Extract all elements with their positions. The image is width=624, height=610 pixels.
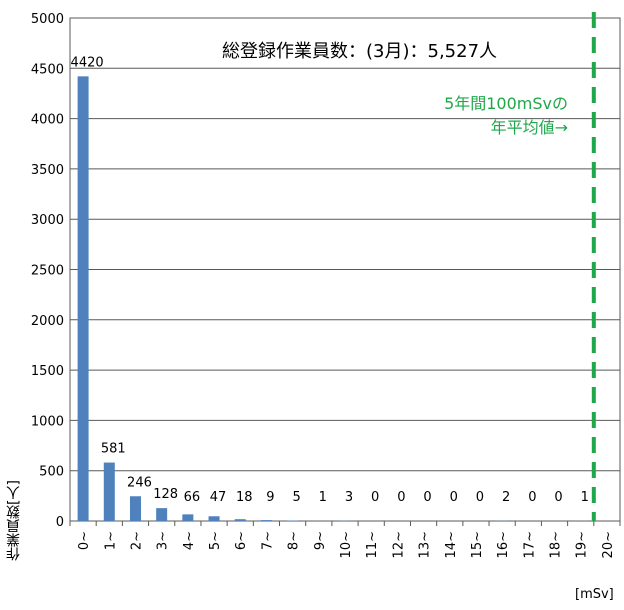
y-tick-label: 4000 [31,113,64,128]
average-line-annotation: 5年間100mSvの 年平均値→ [444,92,568,140]
y-tick-label: 3000 [31,213,64,228]
x-tick-label: 13~ [418,531,433,558]
x-tick-label: 15~ [470,531,485,558]
x-tick-label: 10~ [339,531,354,558]
data-label: 47 [210,490,227,505]
x-tick-label: 5~ [208,531,223,550]
x-tick-label: 6~ [234,531,249,550]
data-label: 246 [127,475,152,490]
data-label: 5 [292,490,300,505]
data-label: 0 [554,490,562,505]
data-label: 18 [236,490,253,505]
bar [260,520,272,521]
x-tick-label: 20~ [601,531,616,558]
total-workers-annotation: 総登録作業員数：(3月)：5,527人 [222,41,498,62]
bar [287,520,299,521]
bar [182,514,194,521]
bar [156,508,168,521]
data-label: 3 [345,490,353,505]
data-label: 128 [153,487,178,502]
average-line-label-line2: 年平均値→ [490,118,568,137]
data-label: 0 [476,490,484,505]
data-label: 0 [528,490,536,505]
x-tick-label: 11~ [365,531,380,558]
x-tick-label: 7~ [260,531,275,550]
y-tick-label: 1500 [31,364,64,379]
y-tick-label: 500 [39,465,64,480]
x-tick-label: 0~ [77,531,92,550]
x-tick-label: 9~ [313,531,328,550]
x-tick-label: 18~ [549,531,564,558]
x-tick-label: 14~ [444,531,459,558]
x-tick-label: 12~ [391,531,406,558]
bar [234,519,246,521]
average-line-label-line1: 5年間100mSvの [444,94,568,113]
y-tick-label: 2000 [31,314,64,329]
bar [103,462,115,521]
data-label: 2 [502,490,510,505]
data-label: 1 [319,490,327,505]
x-tick-label: 4~ [182,531,197,550]
data-label: 4420 [71,55,104,70]
y-tick-label: 3500 [31,163,64,178]
data-label: 66 [184,490,201,505]
y-tick-label: 1000 [31,414,64,429]
x-axis-unit-label: [mSv] [575,587,614,602]
data-label: 0 [397,490,405,505]
y-tick-label: 4500 [31,62,64,77]
x-tick-label: 19~ [575,531,590,558]
bar [208,516,220,521]
y-tick-label: 5000 [31,12,64,27]
x-tick-label: 17~ [522,531,537,558]
data-label: 581 [101,442,126,457]
x-tick-label: 1~ [103,531,118,550]
y-tick-label: 2500 [31,264,64,279]
data-label: 9 [266,490,274,505]
x-tick-label: 16~ [496,531,511,558]
data-label: 0 [371,490,379,505]
bar [77,76,89,522]
data-label: 1 [581,490,589,505]
bar [129,496,141,521]
x-tick-label: 8~ [287,531,302,550]
x-tick-label: 3~ [156,531,171,550]
y-axis-label: 作業員数[人] [6,480,22,561]
y-tick-label: 0 [56,515,64,530]
data-label: 0 [423,490,431,505]
x-tick-label: 2~ [129,531,144,550]
data-label: 0 [450,490,458,505]
